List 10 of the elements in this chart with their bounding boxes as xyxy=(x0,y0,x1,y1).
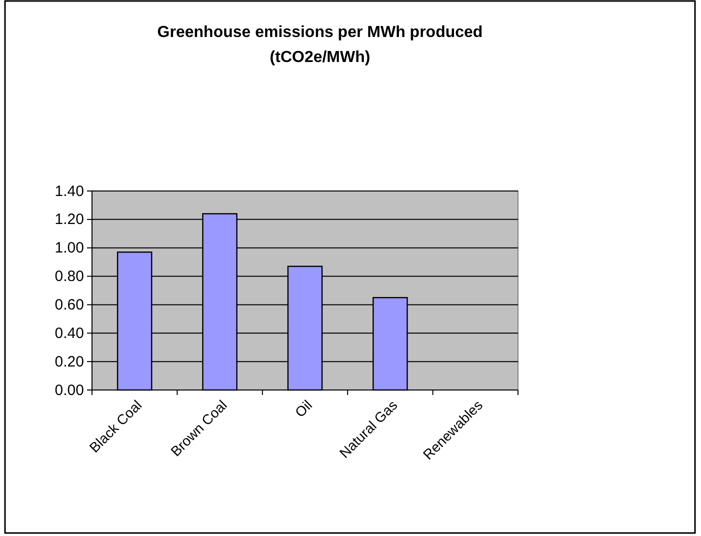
y-tick-label: 0.80 xyxy=(54,268,84,286)
x-tick-label: Oil xyxy=(292,396,316,420)
y-tick-label: 0.20 xyxy=(54,353,84,370)
y-tick-label: 0.40 xyxy=(54,324,84,342)
y-tick-label: 1.20 xyxy=(54,211,84,228)
y-tick-label: 0.00 xyxy=(54,382,84,399)
y-tick-label: 1.40 xyxy=(54,182,84,200)
y-tick-label: 0.60 xyxy=(54,296,84,314)
chart-title: Greenhouse emissions per MWh produced (tCO2e/MWh) xyxy=(157,24,483,66)
y-tick-label: 1.00 xyxy=(54,240,84,257)
